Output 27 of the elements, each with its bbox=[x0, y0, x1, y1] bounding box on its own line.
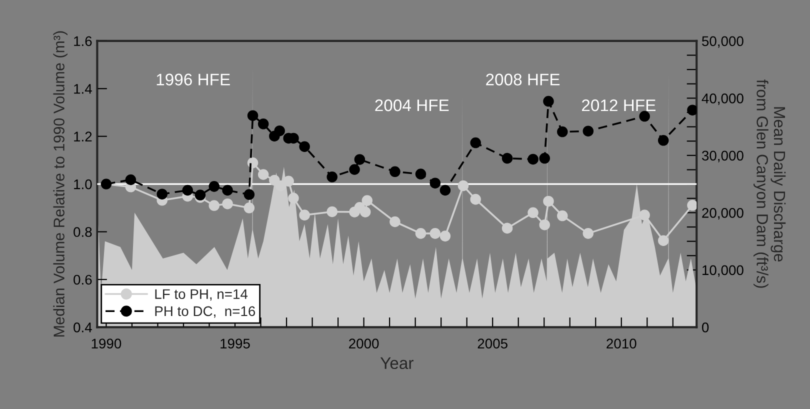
y-tick-label: 0.4 bbox=[74, 322, 92, 332]
x-tick-label: 1990 bbox=[92, 338, 122, 349]
y-tick-label: 0.8 bbox=[74, 227, 92, 237]
y-tick-label: 1.6 bbox=[74, 36, 92, 46]
y2-tick-label: 10,000 bbox=[702, 265, 744, 277]
y-tick-label: 1.4 bbox=[74, 84, 92, 94]
x-tick-label: 1995 bbox=[220, 338, 250, 349]
y2-tick-label: 30,000 bbox=[702, 150, 744, 162]
legend-label: PH to DC, n=16 bbox=[155, 306, 256, 318]
y-tick-label: 1.0 bbox=[74, 179, 92, 190]
y2-tick-label: 20,000 bbox=[702, 208, 744, 220]
annotation: 2008 HFE bbox=[486, 74, 560, 86]
annotation: 2004 HFE bbox=[375, 99, 449, 112]
x-axis-title: Year bbox=[380, 357, 414, 370]
y2-tick-label: 0 bbox=[702, 322, 709, 332]
legend-label: LF to PH, n=14 bbox=[155, 289, 248, 301]
y-axis-title: Median Volume Relative to 1990 Volume (m³) bbox=[53, 31, 68, 336]
annotation: 1996 HFE bbox=[156, 74, 230, 86]
y2-tick-label: 40,000 bbox=[702, 93, 744, 105]
y-tick-label: 1.2 bbox=[74, 132, 92, 142]
y2-axis-title: Mean Daily Discharge from Glen Canyon Dam (ft³/s) bbox=[754, 80, 786, 288]
x-tick-label: 2005 bbox=[478, 338, 508, 349]
x-tick-label: 2000 bbox=[349, 338, 379, 349]
y-tick-label: 0.6 bbox=[74, 274, 92, 285]
x-tick-label: 2010 bbox=[606, 338, 636, 349]
annotation: 2012 HFE bbox=[582, 99, 656, 112]
y2-tick-label: 50,000 bbox=[702, 36, 744, 48]
